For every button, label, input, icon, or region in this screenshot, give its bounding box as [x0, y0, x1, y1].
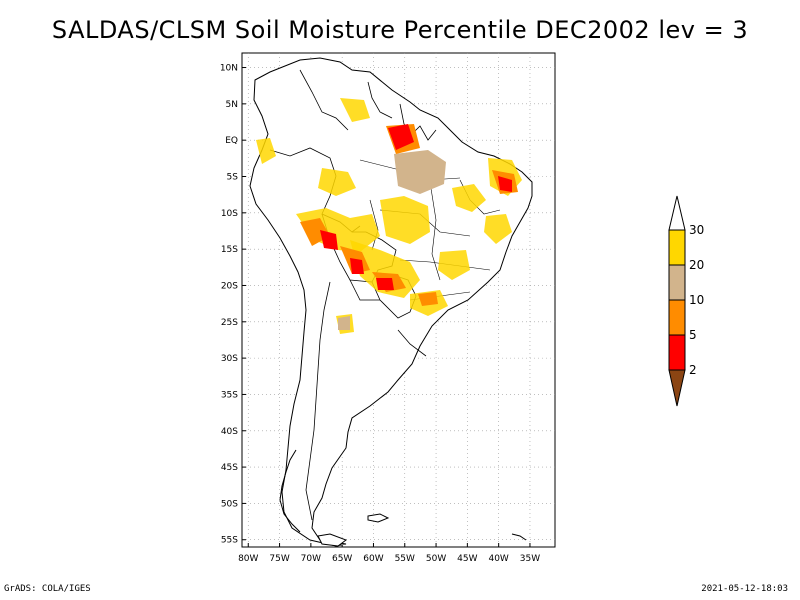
lat-label: 30S: [221, 354, 238, 364]
lon-label: 75W: [269, 554, 289, 564]
patch-20-30: [452, 184, 486, 212]
island-south-georgia: [511, 533, 527, 541]
footer-credit: GrADS: COLA/IGES: [4, 584, 91, 594]
lat-label: 45S: [221, 463, 238, 473]
legend-label-20: 20: [689, 258, 704, 272]
lat-label: 15S: [221, 245, 238, 255]
patch-2-5: [350, 258, 364, 274]
lat-label: 50S: [221, 499, 238, 509]
patch-2-5: [498, 176, 512, 192]
patch-5-10: [418, 292, 438, 306]
patch-20-30: [380, 196, 430, 244]
border-brazil-uruguay: [397, 329, 427, 357]
lon-label: 60W: [363, 554, 383, 564]
state-border: [369, 199, 379, 251]
patch-2-5: [376, 278, 394, 290]
border-colombia-peru: [269, 147, 337, 177]
legend-label-5: 5: [689, 328, 697, 342]
patch-2-5: [320, 230, 338, 250]
lon-label: 80W: [238, 554, 258, 564]
lat-label: 55S: [221, 536, 238, 546]
lat-label: 20S: [221, 281, 238, 291]
border-guianas: [399, 103, 437, 141]
lon-label: 65W: [332, 554, 352, 564]
lon-label: 40W: [488, 554, 508, 564]
patch-10-20: [338, 316, 350, 330]
lat-label: 10N: [220, 64, 238, 74]
lat-label: 5N: [226, 100, 238, 110]
legend-label-10: 10: [689, 293, 704, 307]
lon-label: 35W: [520, 554, 540, 564]
lon-label: 45W: [457, 554, 477, 564]
lon-label: 55W: [395, 554, 415, 564]
lat-label: 25S: [221, 318, 238, 328]
patch-20-30: [318, 168, 356, 196]
legend-swatch-10-20: [668, 264, 686, 301]
state-border: [429, 181, 441, 281]
border-argentina-chile: [305, 281, 331, 521]
lat-label: 40S: [221, 427, 238, 437]
lat-label: EQ: [225, 136, 238, 146]
island-tierra-del-fuego: [317, 533, 348, 547]
legend-swatch-5-10: [668, 299, 686, 336]
legend-swatch-above-30: [668, 195, 686, 231]
legend-label-2: 2: [689, 363, 697, 377]
patch-2-5: [388, 124, 414, 150]
longitude-labels: 80W 75W 70W 65W 60W 55W 50W 45W 40W 35W: [238, 554, 540, 564]
legend-swatch-20-30: [668, 229, 686, 266]
border-venezuela-guyana: [367, 81, 393, 119]
patch-20-30: [256, 138, 276, 164]
footer-timestamp: 2021-05-12-18:03: [701, 584, 788, 594]
patch-20-30: [340, 98, 370, 122]
legend: 30 20 10 5 2: [668, 195, 704, 407]
island-falklands: [367, 513, 390, 523]
lat-label: 5S: [227, 173, 239, 183]
border-argentina-north: [349, 279, 380, 301]
legend-swatch-below-2: [668, 369, 686, 407]
latitude-labels: 10N 5N EQ 5S 10S 15S 20S 25S 30S 35S 40S 45S 50S 55S: [220, 64, 238, 546]
patch-10-20: [394, 150, 446, 194]
lat-label: 10S: [221, 209, 238, 219]
patch-20-30: [438, 250, 470, 280]
legend-label-30: 30: [689, 223, 704, 237]
lon-label: 50W: [426, 554, 446, 564]
coastline-detail-south: [279, 449, 301, 533]
chart-title: SALDAS/CLSM Soil Moisture Percentile DEC…: [51, 16, 749, 44]
patch-20-30: [484, 214, 512, 244]
border-colombia-venezuela: [299, 69, 349, 131]
lon-label: 70W: [301, 554, 321, 564]
percentile-shading: [256, 98, 522, 334]
lat-label: 35S: [221, 390, 238, 400]
legend-swatch-2-5: [668, 334, 686, 371]
